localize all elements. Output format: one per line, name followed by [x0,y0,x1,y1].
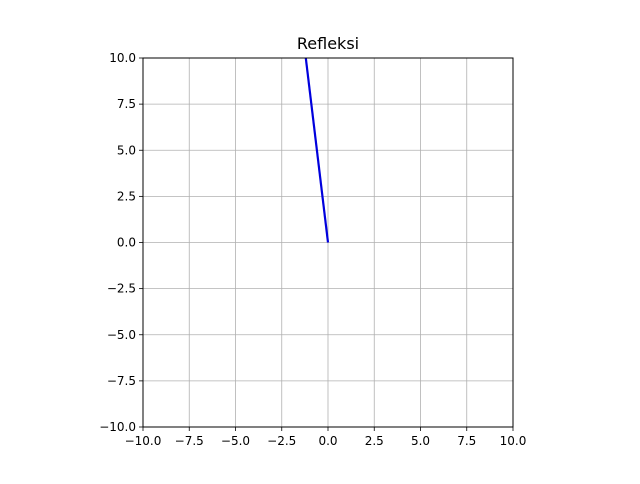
y-tick-label: 10.0 [109,51,136,65]
chart-title: Refleksi [297,34,359,53]
x-tick-label: −10.0 [125,434,162,448]
x-tick-label: 5.0 [411,434,430,448]
x-tick-label: 7.5 [457,434,476,448]
x-axis-ticks: −10.0 −7.5 −5.0 −2.5 0.0 2.5 5.0 7.5 10.0 [125,427,527,448]
y-tick-label: −2.5 [107,282,136,296]
series-line [304,57,330,243]
series-layer [304,57,330,243]
x-tick-label: −7.5 [175,434,204,448]
y-tick-label: −7.5 [107,374,136,388]
y-tick-label: −10.0 [99,420,136,434]
y-axis-ticks: −10.0 −7.5 −5.0 −2.5 0.0 2.5 5.0 7.5 10.0 [99,51,143,434]
y-tick-label: 5.0 [117,143,136,157]
y-tick-label: 2.5 [117,189,136,203]
y-tick-label: −5.0 [107,328,136,342]
x-tick-label: 2.5 [365,434,384,448]
x-tick-label: −5.0 [221,434,250,448]
y-tick-label: 7.5 [117,97,136,111]
x-tick-label: 0.0 [318,434,337,448]
x-tick-label: −2.5 [267,434,296,448]
y-tick-label: 0.0 [117,236,136,250]
x-tick-label: 10.0 [500,434,527,448]
